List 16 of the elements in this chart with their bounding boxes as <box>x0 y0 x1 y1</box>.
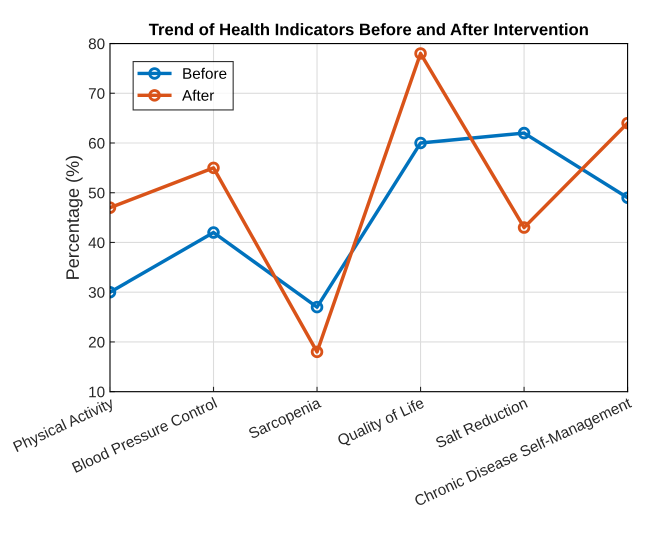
y-tick-label: 50 <box>88 188 105 198</box>
point <box>414 136 427 150</box>
point <box>310 346 324 358</box>
y-tick-label: 70 <box>88 88 105 99</box>
y-tick-label: 20 <box>88 336 105 348</box>
point <box>414 47 427 60</box>
y-tick-label: 40 <box>88 237 105 248</box>
legend-label: After <box>182 90 214 101</box>
y-tick-label: 10 <box>89 386 105 398</box>
y-tick-label: 60 <box>88 138 105 149</box>
point <box>310 300 324 314</box>
chart-title: Trend of Health Indicators Before and After Intervention <box>148 23 588 36</box>
y-tick-label: 80 <box>88 38 105 50</box>
y-axis-title: Percentage (%) <box>66 156 83 279</box>
y-tick-label: 30 <box>88 287 105 298</box>
legend-label: Before <box>183 68 226 79</box>
